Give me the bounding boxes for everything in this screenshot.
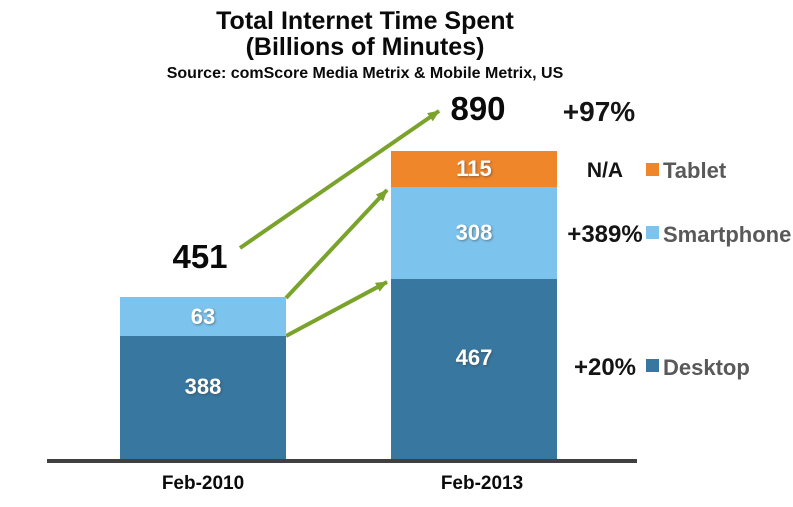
- total-2013-label: 890: [450, 90, 506, 127]
- smartphone-legend-swatch-icon: [646, 226, 659, 239]
- tablet-growth-label: N/A: [586, 159, 624, 182]
- bar-2013-desktop-value: 467: [455, 345, 493, 370]
- smartphone-growth-label: +389%: [567, 221, 643, 248]
- bar-2013-tablet-segment: 115: [391, 151, 557, 187]
- bar-2013-tablet-value: 115: [456, 156, 492, 181]
- bar-2010-desktop-value: 388: [184, 373, 222, 399]
- x-axis-label-feb-2013: Feb-2013: [440, 473, 524, 494]
- bar-2010-smartphone-segment: 63: [120, 297, 286, 336]
- smartphone-legend-label: Smartphone: [663, 222, 792, 247]
- desktop-growth-label: +20%: [573, 354, 637, 381]
- tablet-legend-label: Tablet: [663, 158, 727, 183]
- arrow-smartphone-growth-icon: [284, 188, 389, 300]
- total-2010-label: 451: [172, 238, 228, 275]
- bar-2013-smartphone-segment: 308: [391, 187, 557, 279]
- chart-title-block: Total Internet Time Spent (Billions of M…: [65, 8, 665, 83]
- bar-2010-smartphone-value: 63: [190, 303, 216, 329]
- chart-title-line1: Total Internet Time Spent: [216, 7, 514, 35]
- tablet-legend-swatch-icon: [646, 163, 659, 176]
- bar-2010-desktop-segment: 388: [120, 336, 286, 459]
- arrow-desktop-growth-icon: [285, 280, 388, 338]
- x-axis-line: [47, 459, 637, 463]
- bar-2013-desktop-segment: 467: [391, 279, 557, 459]
- bar-2013-smartphone-value: 308: [455, 220, 493, 245]
- desktop-legend-swatch-icon: [646, 359, 659, 372]
- chart-source: Source: comScore Media Metrix & Mobile M…: [166, 65, 564, 82]
- chart-title-line2: (Billions of Minutes): [245, 33, 485, 61]
- desktop-legend-label: Desktop: [663, 355, 750, 380]
- x-axis-label-feb-2010: Feb-2010: [161, 473, 245, 494]
- total-growth-label: +97%: [562, 96, 636, 127]
